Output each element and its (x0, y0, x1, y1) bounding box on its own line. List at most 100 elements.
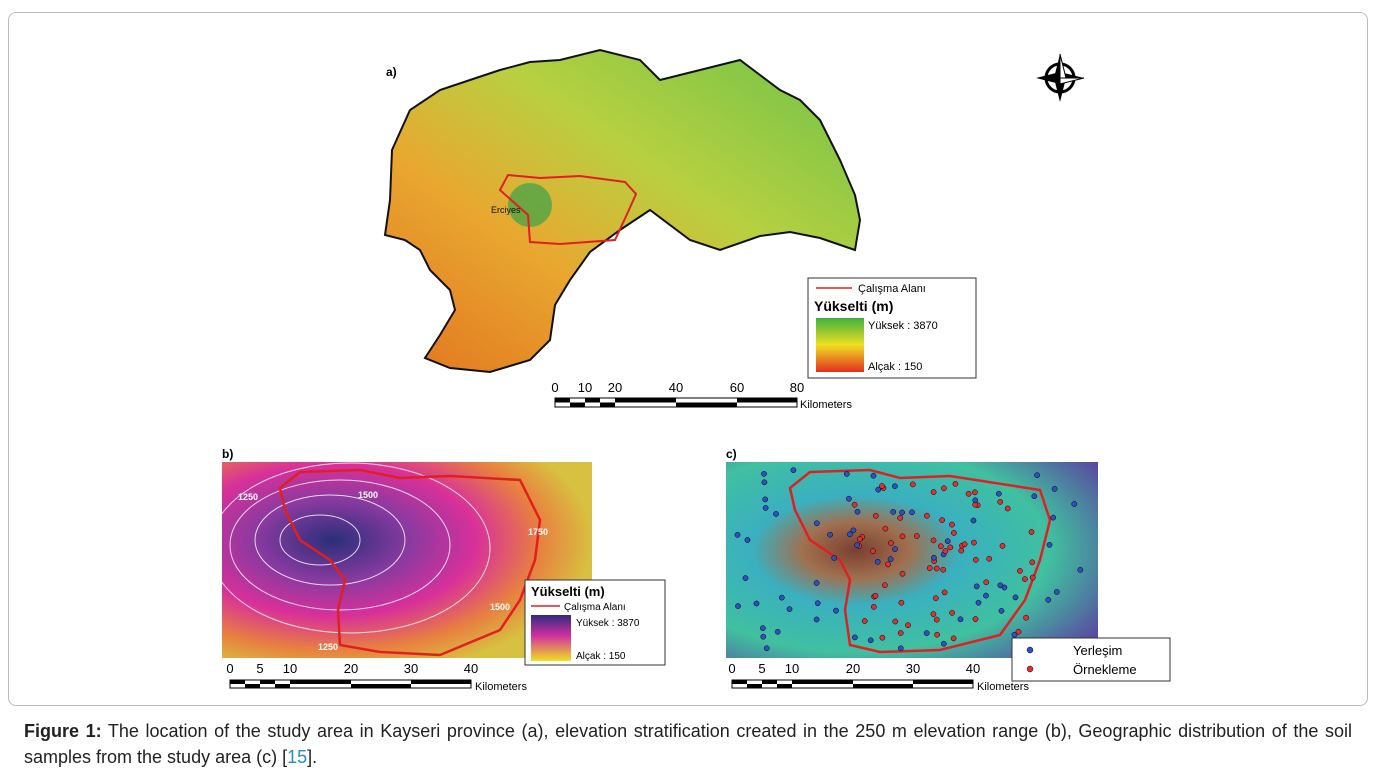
panel-label: a) (386, 65, 397, 79)
scale-label: 40 (966, 661, 980, 676)
scale-segment (747, 684, 762, 688)
settlement-point (997, 582, 1004, 589)
study-area (498, 173, 638, 246)
scale-segment (290, 680, 351, 684)
settlement-point (944, 538, 951, 545)
sample-point (930, 611, 937, 617)
legend (1011, 637, 1171, 682)
settlement-point (1071, 501, 1078, 507)
scale-segment (260, 680, 275, 684)
sample-point (851, 501, 858, 508)
settlement-point (892, 546, 898, 552)
study-area (788, 468, 1052, 654)
sample-point (897, 515, 904, 521)
caption-text: The location of the study area in Kayser… (24, 721, 1352, 767)
settlement-point (827, 531, 833, 538)
sample-point (899, 533, 906, 540)
settlement-point (1045, 597, 1052, 603)
settlement-point (814, 600, 821, 607)
sample-point (924, 512, 930, 519)
settlement-point (846, 495, 852, 502)
settlement-point (940, 640, 947, 647)
sample-point (926, 565, 933, 571)
scale-segment (913, 680, 973, 684)
settlement-point (778, 594, 785, 601)
sample-point (1017, 568, 1023, 574)
settlement-point (760, 625, 766, 632)
sample-point (905, 622, 911, 629)
scale-label: 10 (578, 380, 592, 395)
settlement-point (813, 616, 820, 623)
contour-label: 1500 (490, 602, 510, 612)
sample-point (941, 589, 948, 596)
settlement-point (870, 472, 877, 479)
settlement-point (973, 583, 980, 590)
sample-point (882, 582, 888, 589)
panel-label: b) (222, 447, 233, 461)
settlement-point (957, 616, 964, 623)
scale-label: 40 (464, 661, 478, 676)
settlement-point (790, 467, 797, 474)
sample-point (861, 618, 868, 624)
sample-point (933, 616, 940, 623)
sample-point (856, 536, 863, 542)
settlement-point (735, 603, 741, 609)
north-arrow (1036, 53, 1085, 102)
sample-point (1023, 614, 1029, 621)
sample-point (950, 635, 957, 642)
scale-label: 10 (785, 661, 799, 676)
study-area (278, 468, 542, 657)
settlement-point (1053, 589, 1060, 595)
settlement-point (931, 554, 937, 561)
legend-ramp (531, 615, 571, 661)
sample-point (930, 537, 937, 544)
sample-point (949, 610, 955, 616)
sample-point (913, 533, 920, 539)
sample-point (972, 489, 978, 496)
province-map (383, 48, 862, 374)
settlement-point (734, 531, 741, 538)
settlement-point (762, 496, 769, 503)
sample-point (1029, 559, 1036, 566)
scale-label: 0 (226, 661, 233, 676)
settlement-point (773, 511, 779, 517)
caption-end: ]. (307, 747, 318, 767)
legend-text: Yüksek : 3870 (576, 618, 640, 629)
settlement-point (762, 505, 769, 511)
reference-link[interactable]: 15 (287, 747, 308, 767)
settlement-point (850, 527, 857, 534)
sample-point (879, 483, 885, 489)
caption: Figure 1: The location of the study area… (24, 718, 1352, 770)
scale-segment (351, 684, 411, 688)
sample-point (933, 565, 940, 572)
legend-ramp (816, 318, 864, 372)
sample-point (939, 517, 945, 523)
scale-label: 10 (283, 661, 297, 676)
scale-segment (411, 680, 471, 684)
contour-label: 1500 (358, 490, 378, 500)
legend-text: Örnekleme (1073, 662, 1137, 677)
settlement-point (983, 592, 989, 599)
settlement-point (744, 537, 751, 543)
settlement-point (833, 607, 839, 614)
settlement-point (753, 600, 760, 607)
settlement-point (742, 575, 749, 581)
settlement-point (843, 471, 850, 477)
scale-bar (554, 397, 798, 408)
scale-label: 80 (790, 380, 804, 395)
sample-point (986, 555, 993, 562)
scale-segment (275, 684, 290, 688)
scale-label: 20 (344, 661, 358, 676)
settlement-point (923, 630, 930, 636)
samples-map (726, 462, 1098, 658)
sample-point (930, 489, 937, 495)
settlement-point (813, 520, 820, 527)
sample-point (892, 618, 899, 625)
settlement-point (847, 531, 853, 538)
scale-label: 0 (728, 661, 735, 676)
scale-segment (245, 684, 260, 688)
mountain (508, 183, 552, 227)
scale-bar (229, 679, 472, 689)
settlement-point (774, 628, 781, 635)
